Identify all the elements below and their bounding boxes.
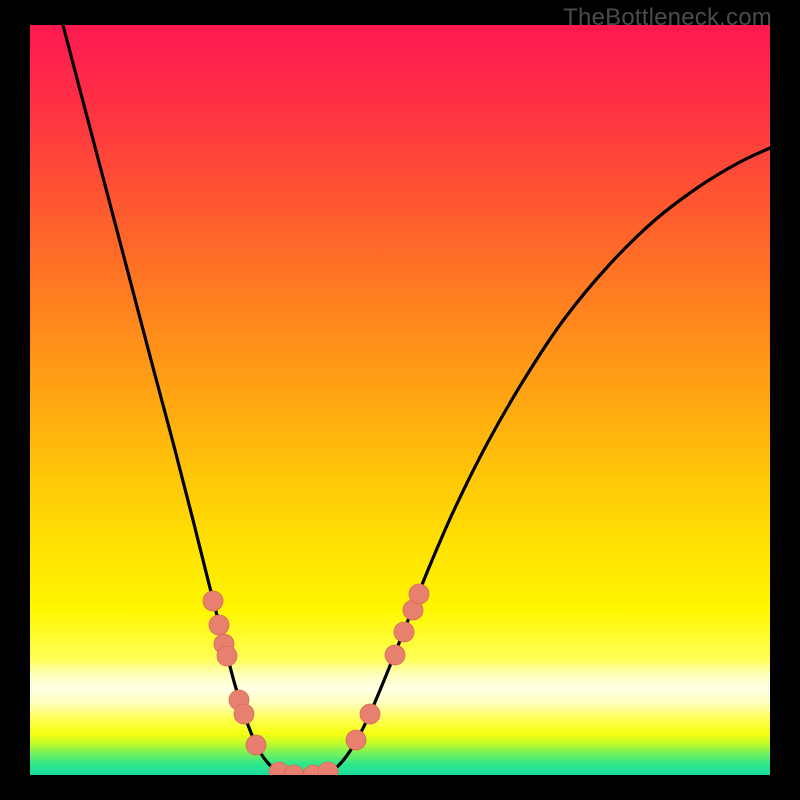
- bottleneck-chart: [0, 0, 800, 800]
- data-marker: [346, 730, 366, 750]
- data-marker: [385, 645, 405, 665]
- data-marker: [234, 704, 254, 724]
- data-marker: [203, 591, 223, 611]
- data-marker: [394, 622, 414, 642]
- data-marker: [209, 615, 229, 635]
- data-marker: [217, 646, 237, 666]
- border-bottom: [0, 775, 800, 800]
- border-right: [770, 0, 800, 800]
- chart-frame: TheBottleneck.com: [0, 0, 800, 800]
- data-marker: [409, 584, 429, 604]
- data-marker: [246, 735, 266, 755]
- border-left: [0, 0, 30, 800]
- data-marker: [360, 704, 380, 724]
- watermark-text: TheBottleneck.com: [563, 4, 772, 32]
